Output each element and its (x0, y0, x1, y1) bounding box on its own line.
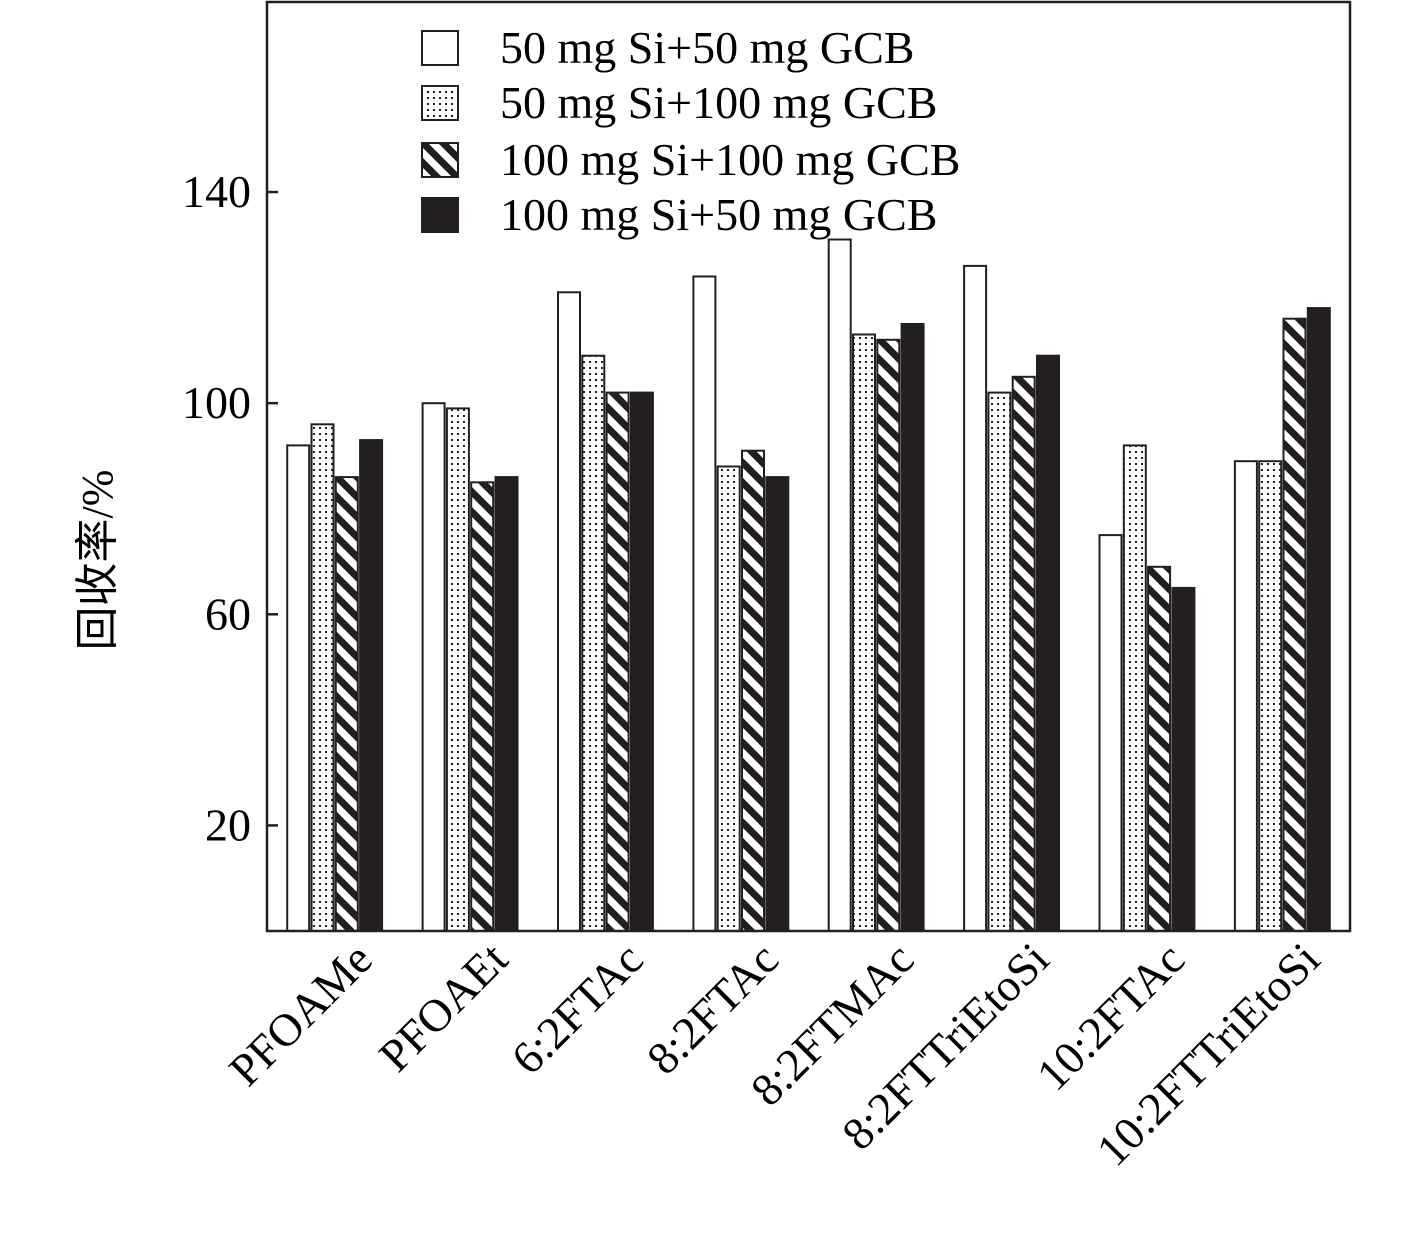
bar-6:2FTAc-s1 (557, 291, 581, 932)
bar-PFOAEt-s4 (494, 476, 519, 932)
y-tick-label-60: 60 (205, 588, 251, 639)
bar-8:2FTAc-s2 (716, 465, 741, 932)
bar-6:2FTAc-s3 (605, 391, 630, 933)
legend-swatch-4 (421, 197, 459, 233)
bar-8:2FTTriEtoSi-s2 (987, 391, 1012, 933)
legend-label-3: 100 mg Si+100 mg GCB (500, 134, 960, 185)
x-tick-label-6:2FTAc: 6:2FTAc (502, 933, 653, 1084)
bar-10:2FTTriEtoSi-s1 (1233, 460, 1258, 932)
bar-6:2FTAc-s4 (629, 391, 654, 933)
bar-PFOAMe-s4 (359, 439, 384, 932)
y-tick-label-20: 20 (205, 799, 251, 850)
y-axis-label: 回收率/% (73, 470, 122, 651)
bar-10:2FTAc-s1 (1098, 534, 1123, 932)
bar-8:2FTMAc-s4 (900, 323, 925, 932)
bar-8:2FTMAc-s2 (852, 333, 876, 932)
y-axis: 20 60 100 140 (182, 166, 278, 850)
x-tick-label-PFOAMe: PFOAMe (219, 933, 382, 1096)
legend-swatch-1 (421, 30, 459, 66)
bar-10:2FTTriEtoSi-s3 (1282, 317, 1307, 932)
bar-PFOAMe-s3 (334, 476, 359, 932)
bar-PFOAMe-s1 (286, 444, 311, 932)
bar-8:2FTMAc-s1 (827, 238, 852, 932)
bar-10:2FTAc-s2 (1122, 444, 1147, 932)
legend-label-2: 50 mg Si+100 mg GCB (500, 77, 937, 128)
bar-10:2FTAc-s4 (1171, 586, 1196, 933)
bar-8:2FTTriEtoSi-s1 (963, 264, 988, 932)
bar-10:2FTTriEtoSi-s4 (1306, 307, 1331, 933)
bar-8:2FTAc-s3 (741, 449, 765, 932)
legend-swatch-3 (421, 142, 459, 178)
bars-layer (286, 238, 1331, 933)
bar-PFOAMe-s2 (310, 423, 335, 932)
bar-8:2FTTriEtoSi-s4 (1036, 354, 1060, 932)
bar-8:2FTAc-s4 (765, 476, 790, 932)
bar-6:2FTAc-s2 (581, 354, 606, 932)
bar-PFOAEt-s1 (421, 402, 446, 932)
x-tick-label-PFOAEt: PFOAEt (369, 933, 517, 1081)
bar-8:2FTAc-s1 (692, 275, 717, 932)
y-tick-label-140: 140 (182, 166, 251, 217)
bar-8:2FTMAc-s3 (876, 338, 901, 932)
bar-10:2FTAc-s3 (1147, 565, 1172, 932)
plot-frame (265, 0, 1352, 933)
legend-label-1: 50 mg Si+50 mg GCB (500, 22, 914, 73)
y-tick-label-100: 100 (182, 377, 251, 428)
legend-label-4: 100 mg Si+50 mg GCB (500, 189, 937, 240)
bar-8:2FTTriEtoSi-s3 (1011, 375, 1036, 932)
legend-swatch-2 (421, 85, 459, 121)
bar-10:2FTTriEtoSi-s2 (1258, 460, 1283, 932)
bar-PFOAEt-s3 (470, 481, 495, 932)
bar-PFOAEt-s2 (445, 407, 470, 932)
x-axis: PFOAMePFOAEt6:2FTAc8:2FTAc8:2FTMAc8:2FTT… (219, 933, 1329, 1176)
